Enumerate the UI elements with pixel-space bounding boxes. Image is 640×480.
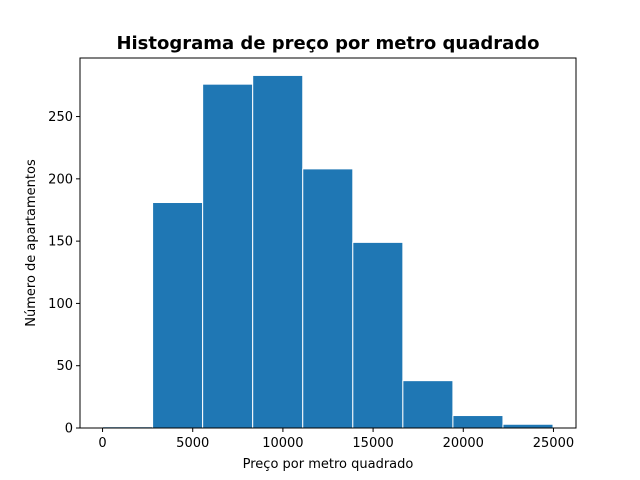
y-tick-label: 50 xyxy=(56,359,73,374)
y-tick-label: 0 xyxy=(65,422,73,437)
histogram-bar xyxy=(152,202,204,429)
histogram-bar xyxy=(202,83,254,429)
histogram-bar xyxy=(502,423,554,429)
y-axis-label: Número de apartamentos xyxy=(24,159,39,327)
y-tick-label: 150 xyxy=(48,235,73,250)
histogram-bar xyxy=(402,380,454,429)
x-tick-label: 15000 xyxy=(352,436,393,451)
plot-frame xyxy=(79,57,577,429)
histogram-bar xyxy=(352,241,404,429)
bars-group xyxy=(102,74,554,429)
histogram-bar xyxy=(452,415,504,429)
chart-title: Histograma de preço por metro quadrado xyxy=(116,33,539,54)
x-axis-label: Preço por metro quadrado xyxy=(243,457,414,472)
histogram-bar xyxy=(252,74,304,429)
y-axis-ticks: 0 50 100 150 200 250 xyxy=(48,110,80,437)
x-tick-label: 0 xyxy=(98,436,106,451)
x-tick-label: 5000 xyxy=(176,436,209,451)
y-tick-label: 200 xyxy=(48,172,73,187)
x-tick-label: 20000 xyxy=(443,436,484,451)
histogram-bar xyxy=(302,168,354,429)
x-tick-label: 25000 xyxy=(533,436,574,451)
x-axis-ticks: 0 5000 10000 15000 20000 25000 xyxy=(98,428,574,451)
x-tick-label: 10000 xyxy=(262,436,303,451)
y-tick-label: 100 xyxy=(48,297,73,312)
y-tick-label: 250 xyxy=(48,110,73,125)
